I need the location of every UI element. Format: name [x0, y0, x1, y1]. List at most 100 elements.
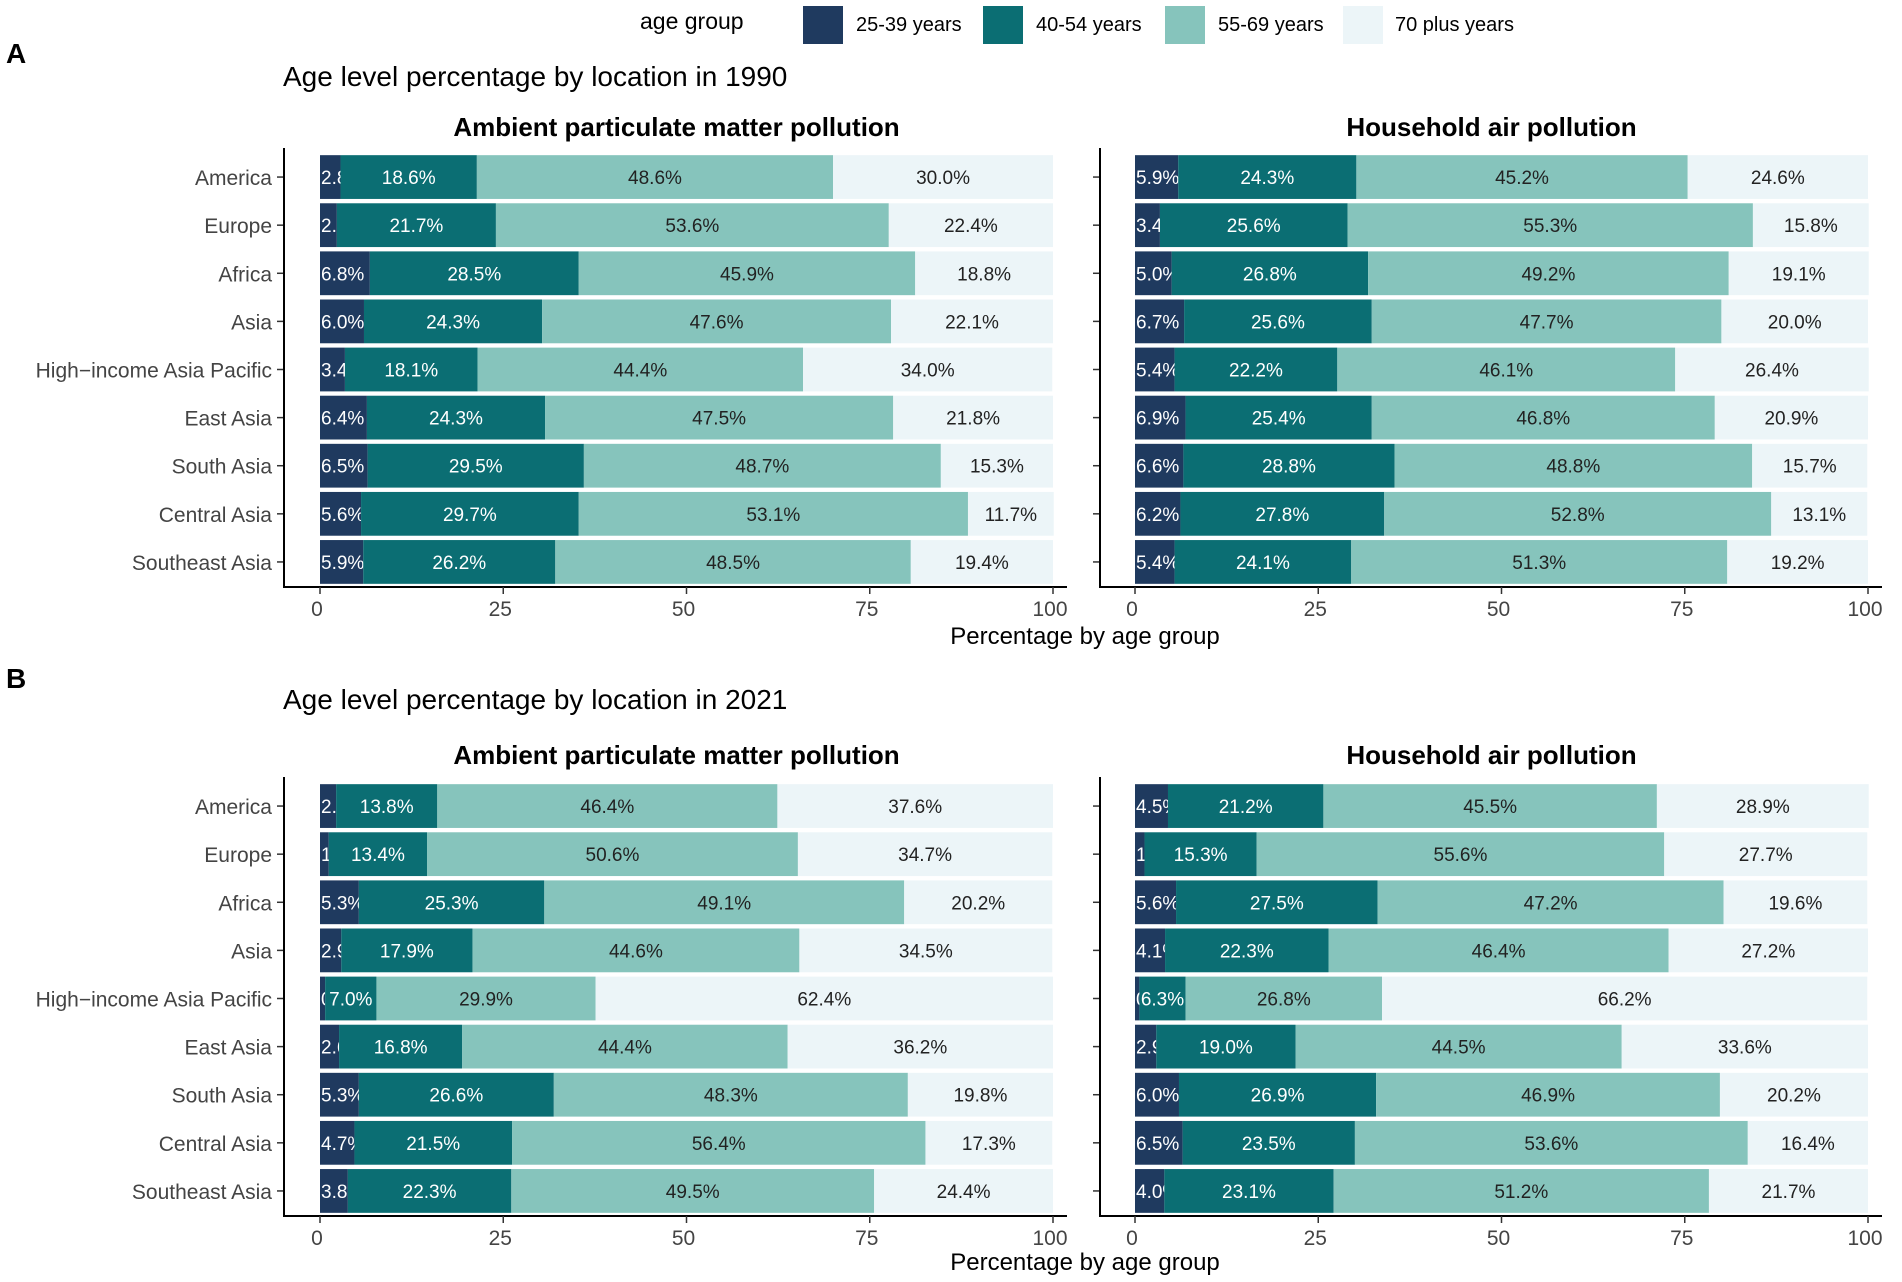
bar-segment-high-income-asia-pacific-25-39-years	[320, 347, 345, 392]
data-label-africa-55-69-years: 49.1%	[697, 893, 751, 914]
category-label-europe: Europe	[204, 215, 272, 238]
category-label-southeast-asia: Southeast Asia	[132, 1181, 272, 1204]
data-label-europe-70-plus-years: 22.4%	[944, 216, 998, 237]
bar-segment-southeast-asia-25-39-years	[1135, 540, 1175, 584]
data-label-america-55-69-years: 46.4%	[580, 797, 634, 818]
data-label-europe-70-plus-years: 27.7%	[1739, 845, 1793, 866]
bar-segment-south-asia-55-69-years	[583, 443, 941, 488]
bar-segment-africa-70-plus-years	[904, 880, 1053, 925]
bar-segment-europe-40-54-years	[336, 203, 496, 248]
data-label-east-asia-25-39-years: 6.4%	[321, 409, 364, 430]
bar-segment-southeast-asia-55-69-years	[1351, 540, 1728, 584]
bar-segment-america-70-plus-years	[833, 155, 1053, 199]
bar-segment-africa-55-69-years	[544, 880, 905, 925]
bar-segment-southeast-asia-55-69-years	[511, 1169, 875, 1213]
panel-a: A Age level percentage by location in 19…	[6, 38, 1220, 650]
bar-segment-southeast-asia-70-plus-years	[1727, 540, 1868, 584]
data-label-high-income-asia-pacific-70-plus-years: 34.0%	[901, 361, 955, 382]
data-label-southeast-asia-40-54-years: 23.1%	[1222, 1182, 1276, 1203]
x-tick-label: 50	[1487, 598, 1510, 621]
category-label-central-asia: Central Asia	[159, 504, 273, 527]
bar-segment-east-asia-55-69-years	[1295, 1024, 1622, 1069]
data-label-africa-55-69-years: 47.2%	[1524, 893, 1578, 914]
data-label-asia-25-39-years: 6.7%	[1136, 312, 1179, 333]
data-label-central-asia-55-69-years: 56.4%	[692, 1134, 746, 1155]
bar-segment-south-asia-55-69-years	[1376, 1072, 1720, 1117]
bar-segment-south-asia-25-39-years	[320, 443, 368, 488]
bar-segment-central-asia-25-39-years	[1135, 1120, 1183, 1165]
data-label-central-asia-70-plus-years: 13.1%	[1792, 505, 1846, 526]
bar-segment-america-40-54-years	[336, 784, 438, 828]
x-tick-label: 0	[1126, 598, 1138, 621]
x-tick-label: 100	[1032, 1227, 1067, 1250]
bar-segment-southeast-asia-70-plus-years	[874, 1169, 1053, 1213]
category-label-east-asia: East Asia	[184, 408, 272, 431]
data-label-africa-25-39-years: 5.6%	[1136, 893, 1179, 914]
category-label-high-income-asia-pacific: High−income Asia Pacific	[36, 360, 272, 383]
bar-segment-central-asia-70-plus-years	[967, 491, 1054, 536]
category-label-africa: Africa	[218, 263, 272, 286]
data-label-africa-25-39-years: 5.0%	[1136, 264, 1179, 285]
bar-segment-east-asia-25-39-years	[320, 395, 367, 440]
data-label-southeast-asia-55-69-years: 51.2%	[1494, 1182, 1548, 1203]
data-label-america-55-69-years: 45.5%	[1463, 797, 1517, 818]
bar-segment-europe-55-69-years	[495, 203, 889, 248]
bar-segment-america-25-39-years	[320, 784, 337, 828]
data-label-high-income-asia-pacific-25-39-years: 5.4%	[1136, 361, 1179, 382]
data-label-america-70-plus-years: 30.0%	[916, 168, 970, 189]
bar-segment-south-asia-25-39-years	[320, 1072, 359, 1117]
bar-segment-asia-55-69-years	[542, 299, 892, 344]
data-label-south-asia-70-plus-years: 19.8%	[953, 1086, 1007, 1107]
x-tick-label: 0	[1126, 1227, 1138, 1250]
data-label-southeast-asia-25-39-years: 5.4%	[1136, 553, 1179, 574]
data-label-southeast-asia-40-54-years: 22.3%	[403, 1182, 457, 1203]
bar-segment-africa-55-69-years	[1377, 880, 1724, 925]
bar-segment-central-asia-40-54-years	[354, 1120, 513, 1165]
data-label-central-asia-55-69-years: 52.8%	[1551, 505, 1605, 526]
data-label-central-asia-40-54-years: 23.5%	[1242, 1134, 1296, 1155]
bar-segment-europe-40-54-years	[1159, 203, 1348, 248]
x-tick-label: 75	[1670, 598, 1693, 621]
bar-segment-asia-40-54-years	[363, 299, 543, 344]
data-label-southeast-asia-70-plus-years: 19.4%	[955, 553, 1009, 574]
data-label-central-asia-70-plus-years: 17.3%	[962, 1134, 1016, 1155]
bar-segment-southeast-asia-40-54-years	[1174, 540, 1352, 584]
data-label-south-asia-55-69-years: 48.3%	[704, 1086, 758, 1107]
bar-segment-central-asia-40-54-years	[361, 491, 579, 536]
bar-segment-asia-40-54-years	[1165, 928, 1329, 973]
data-label-east-asia-40-54-years: 16.8%	[374, 1038, 428, 1059]
data-label-america-25-39-years: 5.9%	[1136, 168, 1179, 189]
data-label-america-55-69-years: 45.2%	[1495, 168, 1549, 189]
bar-segment-africa-40-54-years	[369, 251, 579, 296]
bar-segment-europe-25-39-years	[320, 203, 337, 248]
bar-segment-high-income-asia-pacific-55-69-years	[1185, 976, 1383, 1021]
category-label-asia: Asia	[231, 311, 272, 334]
data-label-southeast-asia-70-plus-years: 19.2%	[1771, 553, 1825, 574]
bar-segment-america-70-plus-years	[1687, 155, 1868, 199]
bar-segment-america-70-plus-years	[1656, 784, 1869, 828]
bar-segment-africa-70-plus-years	[1728, 251, 1869, 296]
data-label-south-asia-25-39-years: 6.6%	[1136, 457, 1179, 478]
data-label-south-asia-55-69-years: 46.9%	[1521, 1086, 1575, 1107]
data-label-east-asia-70-plus-years: 20.9%	[1764, 409, 1818, 430]
data-label-south-asia-70-plus-years: 15.7%	[1783, 457, 1837, 478]
bar-segment-east-asia-70-plus-years	[787, 1024, 1053, 1069]
category-label-america: America	[195, 796, 272, 819]
bar-segment-asia-40-54-years	[341, 928, 473, 973]
legend: age group 25-39 years 40-54 years 55-69 ye…	[640, 6, 1514, 44]
bar-segment-central-asia-55-69-years	[512, 1120, 926, 1165]
x-tick-label: 25	[1304, 598, 1327, 621]
bar-segment-high-income-asia-pacific-55-69-years	[477, 347, 804, 392]
data-label-central-asia-25-39-years: 4.7%	[321, 1134, 364, 1155]
data-label-east-asia-55-69-years: 47.5%	[692, 409, 746, 430]
bar-segment-southeast-asia-70-plus-years	[910, 540, 1053, 584]
bar-segment-america-25-39-years	[320, 155, 341, 199]
bar-segment-asia-70-plus-years	[799, 928, 1053, 973]
bar-segment-asia-25-39-years	[320, 299, 364, 344]
data-label-high-income-asia-pacific-40-54-years: 7.0%	[329, 990, 372, 1011]
data-label-asia-25-39-years: 6.0%	[321, 312, 364, 333]
bar-segment-south-asia-70-plus-years	[1719, 1072, 1868, 1117]
data-label-central-asia-55-69-years: 53.6%	[1524, 1134, 1578, 1155]
data-label-europe-55-69-years: 55.3%	[1523, 216, 1577, 237]
